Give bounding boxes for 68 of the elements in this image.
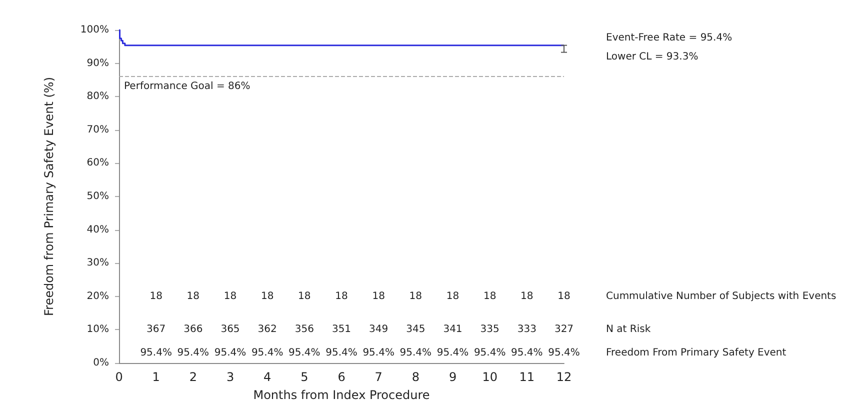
annotation: 18 — [335, 290, 348, 302]
annotation: 327 — [554, 324, 574, 336]
annotation: 95.4% — [474, 348, 506, 359]
x-tick-label: 11 — [519, 370, 535, 384]
annotation: 18 — [224, 290, 237, 302]
x-tick-label: 7 — [374, 370, 382, 384]
text: Event-Free Rate = 95.4% — [606, 32, 732, 44]
y-tick-label: 80% — [86, 91, 109, 102]
annotation: 349 — [369, 324, 388, 336]
annotation: 95.4% — [511, 348, 543, 359]
x-tick-label: 6 — [338, 370, 346, 384]
annotation: 367 — [146, 324, 166, 336]
x-axis-title: Months from Index Procedure — [253, 388, 430, 402]
text: Lower CL = 93.3% — [606, 52, 698, 62]
annotation: 18 — [150, 290, 162, 302]
x-tick-label: 9 — [448, 370, 457, 384]
x-tick-label: 4 — [264, 370, 272, 384]
annotation: 18 — [446, 290, 460, 302]
annotation: 95.4% — [214, 348, 246, 359]
text: Cummulative Number of Subjects with Events — [606, 290, 836, 302]
annotation: 95.4% — [436, 348, 469, 359]
x-tick-label: 12 — [556, 370, 572, 384]
annotation: 333 — [517, 324, 536, 336]
annotation: 335 — [480, 324, 500, 336]
annotation: 362 — [258, 324, 277, 336]
y-tick-label: 20% — [86, 290, 109, 302]
annotation: 95.4% — [400, 348, 432, 359]
x-tick-label: 8 — [412, 370, 420, 384]
annotation: 356 — [294, 324, 314, 336]
x-tick-label: 1 — [152, 370, 160, 384]
y-tick-label: 50% — [86, 191, 109, 202]
x-tick-label: 0 — [115, 370, 123, 384]
y-tick-label: 30% — [86, 258, 109, 269]
annotation: 95.4% — [326, 348, 358, 359]
x-tick-label: 3 — [226, 370, 234, 384]
annotation: 18 — [186, 290, 200, 302]
annotation: 351 — [332, 324, 352, 336]
y-axis-title: Freedom from Primary Safety Event (%) — [42, 76, 56, 316]
text: Freedom From Primary Safety Event — [606, 348, 786, 359]
ref-line-label: Performance Goal = 86% — [124, 81, 250, 92]
x-tick-label: 5 — [300, 370, 308, 384]
x-tick-label: 10 — [482, 370, 498, 384]
annotation: 18 — [483, 290, 496, 302]
annotation: 18 — [558, 290, 570, 302]
annotation: 18 — [372, 290, 385, 302]
y-tick-label: 60% — [86, 158, 109, 169]
y-tick-label: 0% — [93, 358, 109, 368]
annotation: 18 — [409, 290, 422, 302]
annotation: 95.4% — [140, 348, 172, 359]
annotation: 95.4% — [362, 348, 394, 359]
annotation: 95.4% — [288, 348, 320, 359]
annotation: 341 — [443, 324, 462, 336]
annotation: 345 — [406, 324, 426, 336]
y-tick-label: 70% — [86, 124, 109, 136]
annotation: 18 — [260, 290, 274, 302]
annotation: 95.4% — [548, 348, 580, 359]
annotation: 18 — [520, 290, 534, 302]
y-tick-label: 10% — [86, 324, 109, 336]
y-tick-label: 40% — [86, 224, 109, 236]
annotation: 366 — [184, 324, 203, 336]
annotation: 18 — [298, 290, 311, 302]
annotation: 95.4% — [177, 348, 210, 359]
text: N at Risk — [606, 324, 651, 336]
annotation: 365 — [220, 324, 240, 336]
y-tick-label: 90% — [86, 58, 109, 69]
x-tick-label: 2 — [189, 370, 197, 384]
y-tick-label: 100% — [80, 24, 109, 36]
annotation: 95.4% — [251, 348, 284, 359]
